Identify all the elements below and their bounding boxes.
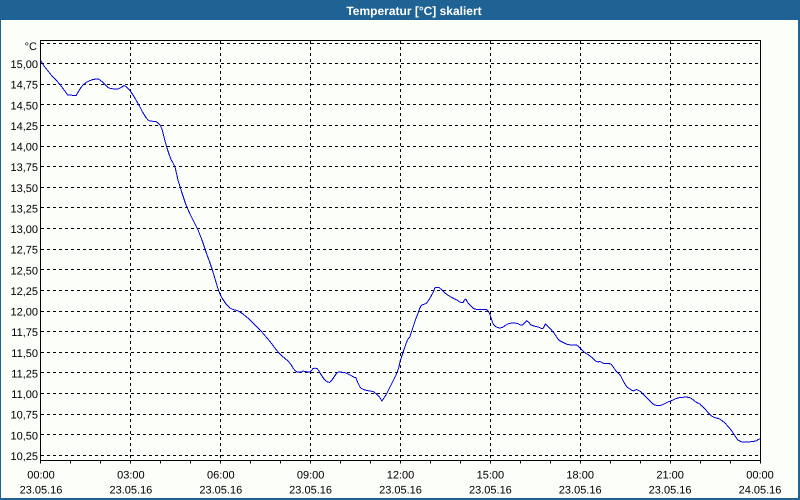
- svg-text:03:00: 03:00: [117, 470, 145, 482]
- svg-text:21:00: 21:00: [656, 470, 684, 482]
- svg-text:12,75: 12,75: [10, 245, 38, 257]
- svg-text:23.05.16: 23.05.16: [559, 485, 602, 497]
- svg-text:15:00: 15:00: [477, 470, 505, 482]
- svg-text:Temperatur [°C] skaliert: Temperatur [°C] skaliert: [346, 4, 481, 18]
- svg-text:15,00: 15,00: [10, 59, 38, 71]
- svg-text:13,25: 13,25: [10, 203, 38, 215]
- svg-text:14,25: 14,25: [10, 121, 38, 133]
- svg-text:23.05.16: 23.05.16: [289, 485, 332, 497]
- svg-text:23.05.16: 23.05.16: [199, 485, 242, 497]
- svg-text:11,25: 11,25: [11, 369, 38, 381]
- svg-text:23.05.16: 23.05.16: [109, 485, 152, 497]
- svg-text:13,75: 13,75: [10, 162, 38, 174]
- svg-text:00:00: 00:00: [27, 470, 55, 482]
- svg-text:12,00: 12,00: [10, 307, 38, 319]
- svg-text:°C: °C: [25, 41, 37, 53]
- svg-text:12,50: 12,50: [10, 265, 38, 277]
- svg-text:11,00: 11,00: [11, 389, 38, 401]
- svg-text:14,00: 14,00: [10, 142, 38, 154]
- svg-text:12:00: 12:00: [387, 470, 415, 482]
- svg-text:11,50: 11,50: [11, 348, 38, 360]
- svg-text:10,25: 10,25: [10, 451, 38, 463]
- svg-text:10,75: 10,75: [10, 410, 38, 422]
- svg-text:06:00: 06:00: [207, 470, 235, 482]
- svg-text:23.05.16: 23.05.16: [649, 485, 692, 497]
- svg-text:23.05.16: 23.05.16: [20, 485, 63, 497]
- svg-text:09:00: 09:00: [297, 470, 325, 482]
- svg-text:24.05.16: 24.05.16: [739, 485, 782, 497]
- svg-text:13,00: 13,00: [10, 224, 38, 236]
- svg-text:13,50: 13,50: [10, 183, 38, 195]
- svg-text:18:00: 18:00: [566, 470, 594, 482]
- svg-text:14,75: 14,75: [10, 80, 38, 92]
- svg-text:12,25: 12,25: [10, 286, 38, 298]
- svg-text:10,50: 10,50: [10, 430, 38, 442]
- svg-text:23.05.16: 23.05.16: [469, 485, 512, 497]
- svg-text:14,50: 14,50: [10, 100, 38, 112]
- svg-text:23.05.16: 23.05.16: [379, 485, 422, 497]
- svg-text:11,75: 11,75: [11, 327, 38, 339]
- svg-text:00:00: 00:00: [746, 470, 774, 482]
